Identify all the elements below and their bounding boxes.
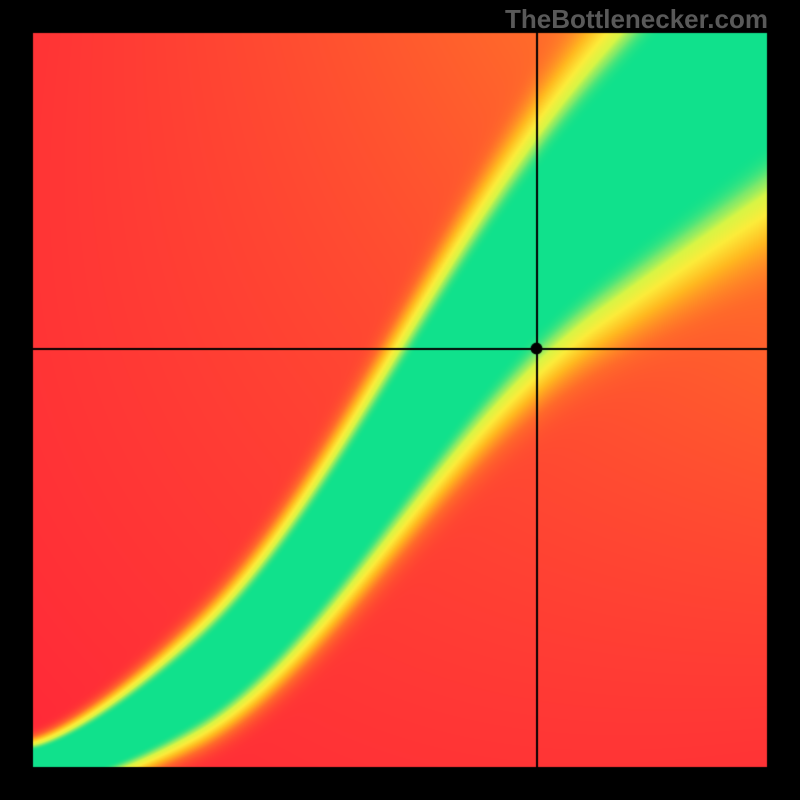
bottleneck-heatmap	[0, 0, 800, 800]
chart-container: TheBottlenecker.com	[0, 0, 800, 800]
watermark-text: TheBottlenecker.com	[505, 4, 768, 35]
